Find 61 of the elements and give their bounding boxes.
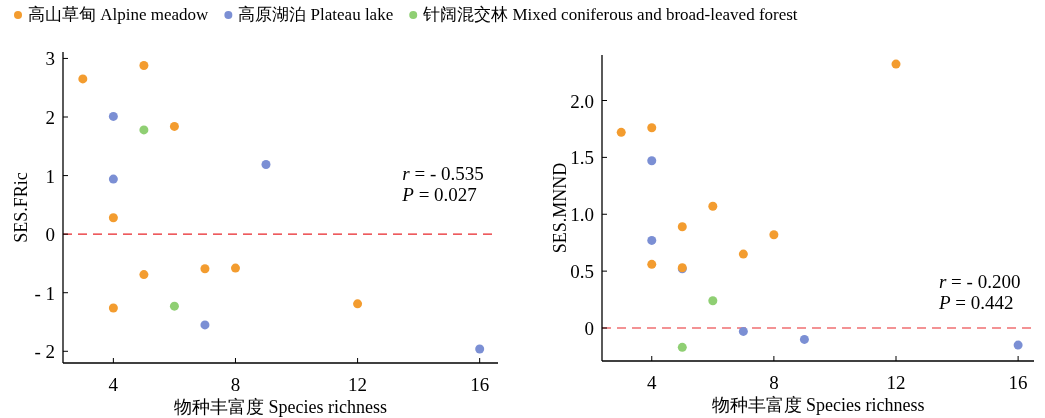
point (708, 201, 718, 211)
legend-label: 高山草甸 Alpine meadow (28, 5, 210, 24)
y-tick-label: 1.5 (570, 147, 594, 169)
x-tick-label: 16 (1008, 372, 1028, 393)
point (647, 235, 657, 245)
point (108, 174, 118, 184)
point (769, 230, 779, 240)
point (200, 320, 210, 330)
x-tick-label: 4 (108, 374, 119, 395)
point (139, 60, 149, 70)
y-tick-label: 0.5 (570, 261, 594, 283)
point (677, 342, 687, 352)
legend-label: 高原湖泊 Plateau lake (238, 5, 394, 24)
annotation: P = 0.027 (401, 183, 477, 205)
point (616, 127, 626, 137)
y-tick-label: - 2 (34, 341, 55, 363)
point (353, 299, 363, 309)
x-tick-label: 8 (769, 372, 779, 393)
legend-label: 针阔混交林 Mixed coniferous and broad-leaved forest (422, 5, 798, 24)
point (738, 249, 748, 259)
y-tick-label: 1 (45, 165, 55, 187)
x-tick-label: 12 (348, 374, 368, 395)
point (1013, 340, 1023, 350)
point (169, 301, 179, 311)
annotation: r = - 0.200 (938, 270, 1021, 292)
point (108, 111, 118, 121)
y-tick-label: 2 (45, 107, 55, 129)
y-tick-label: 0 (584, 318, 594, 340)
point (169, 121, 179, 131)
point (891, 59, 901, 69)
y-tick-label: - 1 (34, 282, 55, 304)
y-tick-label: 0 (45, 224, 55, 246)
x-tick-label: 12 (886, 372, 906, 393)
point (475, 344, 485, 354)
y-tick-label: 1.0 (570, 204, 594, 226)
point (261, 159, 271, 169)
y-tick-label: 3 (45, 48, 55, 70)
y-axis-title: SES.MNND (550, 162, 570, 254)
point (200, 264, 210, 274)
annotation: P = 0.442 (937, 291, 1014, 313)
x-tick-label: 8 (230, 374, 241, 395)
point (78, 74, 88, 84)
point (230, 263, 240, 273)
point (708, 296, 718, 306)
x-tick-label: 16 (470, 374, 490, 395)
annotation: r = - 0.535 (402, 162, 484, 184)
point (139, 125, 149, 135)
point (108, 213, 118, 223)
point (799, 334, 809, 344)
point (677, 222, 687, 232)
point (108, 303, 118, 313)
point (647, 123, 657, 133)
point (647, 259, 657, 269)
point (647, 156, 657, 166)
x-axis-title: 物种丰富度 Species richness (174, 397, 387, 417)
x-tick-label: 4 (647, 372, 658, 393)
x-axis-title: 物种丰富度 Species richness (711, 395, 925, 415)
y-axis-title: SES.FRic (11, 172, 31, 243)
y-tick-label: 2.0 (570, 90, 594, 112)
point (139, 270, 149, 280)
point (738, 326, 748, 336)
